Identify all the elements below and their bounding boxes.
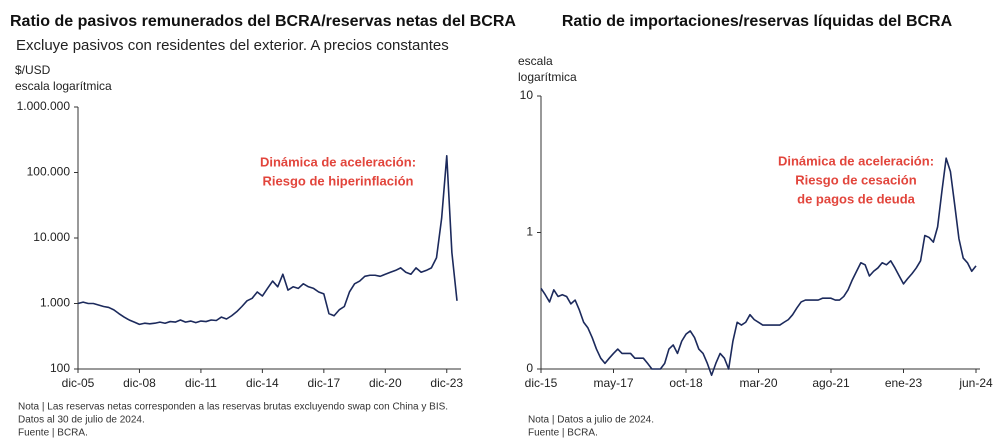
x-tick-label: oct-18 [669, 376, 703, 390]
chart-title: Ratio de importaciones/reservas líquidas… [562, 13, 953, 30]
note: Datos al 30 de julio de 2024. [18, 415, 145, 426]
x-tick-label: dic-08 [123, 376, 156, 390]
y-tick-label: 10 [520, 88, 534, 102]
y-tick-label: 100.000 [27, 165, 71, 179]
y-axis-label: $/USD [15, 63, 51, 77]
y-axis-label: escala logarítmica [15, 79, 112, 93]
y-axis-label: logarítmica [518, 70, 577, 84]
annotation: de pagos de deuda [797, 191, 916, 206]
x-tick-label: mar-20 [739, 376, 777, 390]
annotation: Riesgo de hiperinflación [263, 173, 414, 188]
x-tick-label: dic-15 [525, 376, 558, 390]
annotation: Dinámica de aceleración: [260, 154, 416, 169]
x-tick-label: dic-17 [307, 376, 340, 390]
annotation: Dinámica de aceleración: [778, 153, 934, 168]
x-tick-label: ago-21 [812, 376, 850, 390]
x-tick-label: dic-11 [185, 376, 217, 390]
x-tick-label: dic-05 [62, 376, 95, 390]
x-tick-label: may-17 [593, 376, 633, 390]
y-axis-label: escala [518, 54, 553, 68]
y-tick-label: 1.000.000 [17, 99, 71, 113]
x-tick-label: ene-23 [885, 376, 923, 390]
x-tick-label: dic-14 [246, 376, 279, 390]
x-tick-label: dic-20 [369, 376, 402, 390]
data-line [77, 154, 458, 326]
x-tick-label: jun-24 [958, 376, 993, 390]
y-tick-label: 100 [50, 361, 70, 375]
note: Nota | Las reservas netas corresponden a… [18, 402, 448, 413]
y-tick-label: 0 [526, 361, 533, 375]
y-tick-label: 1 [526, 225, 533, 239]
data-line [540, 157, 977, 377]
note: Nota | Datos a julio de 2024. [528, 415, 654, 426]
note: Fuente | BCRA. [528, 428, 598, 439]
x-tick-label: dic-23 [430, 376, 463, 390]
chart-subtitle: Excluye pasivos con residentes del exter… [16, 37, 449, 54]
y-tick-label: 10.000 [33, 230, 70, 244]
y-tick-label: 1.000 [40, 296, 70, 310]
note: Fuente | BCRA. [18, 428, 88, 439]
chart-title: Ratio de pasivos remunerados del BCRA/re… [10, 13, 516, 30]
annotation: Riesgo de cesación [795, 172, 916, 187]
